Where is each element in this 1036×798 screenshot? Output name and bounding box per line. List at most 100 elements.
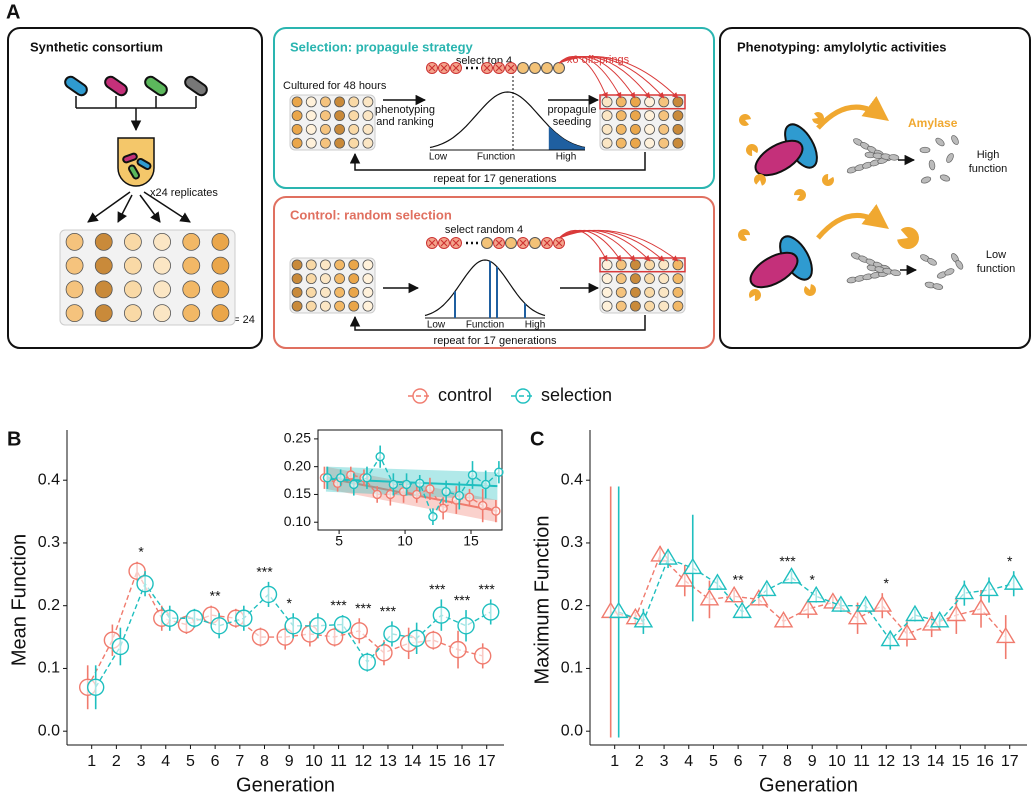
marker [757, 579, 777, 597]
cross [440, 64, 448, 72]
culture [541, 62, 553, 74]
enzyme [897, 227, 919, 249]
well [362, 286, 374, 298]
seeded-row [599, 94, 686, 110]
caption: Low [429, 152, 448, 163]
starch [927, 258, 937, 266]
sugar [935, 137, 945, 147]
marker [467, 470, 478, 480]
well [334, 96, 345, 108]
well [94, 256, 113, 275]
plate [599, 257, 686, 314]
well [211, 232, 230, 251]
x-tick-label: 15 [951, 753, 969, 770]
well [615, 137, 627, 149]
well [348, 300, 360, 312]
x-tick-label: 15 [428, 753, 446, 770]
well [211, 280, 230, 299]
x-tick-label: 3 [137, 753, 146, 770]
plate [599, 94, 686, 151]
well [672, 137, 684, 149]
well [334, 137, 345, 149]
x-tick-label: 3 [660, 753, 669, 770]
marker [798, 598, 818, 615]
well [65, 232, 84, 251]
box [273, 27, 715, 189]
marker [480, 479, 491, 490]
x-tick-label: 4 [684, 753, 693, 770]
x-tick-label: 16 [976, 753, 994, 770]
marker [946, 604, 967, 622]
caption: seeding [553, 116, 592, 128]
well [320, 123, 331, 135]
marker [235, 609, 253, 627]
cross [452, 64, 460, 72]
well [291, 300, 303, 312]
marker [971, 598, 991, 615]
seeding-arrow [558, 229, 636, 262]
well [601, 273, 613, 285]
well [615, 123, 627, 135]
well [348, 259, 360, 271]
well [211, 256, 230, 275]
marker [872, 595, 893, 612]
caption: select random 4 [445, 224, 523, 236]
well [305, 286, 317, 298]
well [672, 96, 684, 108]
x-tick-label: 8 [783, 753, 792, 770]
x-axis-title: Generation [236, 774, 335, 796]
marker [349, 479, 359, 490]
legend-marker [515, 388, 531, 404]
distribution [424, 259, 546, 317]
well [291, 286, 303, 298]
well [362, 273, 374, 285]
y-tick-label: 0.10 [284, 513, 311, 529]
marker [855, 595, 876, 612]
well [305, 273, 317, 285]
x-tick-label: 14 [927, 753, 945, 770]
marker [482, 603, 500, 621]
enzyme [739, 114, 751, 126]
cross [555, 239, 563, 247]
y-tick-label: 0.15 [284, 485, 311, 501]
enzyme [794, 189, 806, 201]
well [630, 110, 641, 122]
well [334, 110, 345, 122]
legend-label: selection [541, 385, 612, 405]
well [672, 286, 684, 298]
marker [284, 617, 302, 635]
marker [1003, 573, 1024, 590]
well [615, 110, 627, 122]
seeding-arrow [558, 229, 608, 262]
cross [428, 64, 436, 72]
well [348, 137, 360, 149]
well [320, 110, 331, 122]
significance: * [1007, 553, 1013, 569]
marker [633, 611, 654, 628]
seeded-row [599, 257, 686, 273]
plate [289, 94, 376, 151]
marker [309, 617, 327, 635]
y-tick-label: 0.4 [561, 471, 583, 488]
well [305, 300, 317, 312]
well [291, 259, 303, 271]
well [644, 286, 655, 298]
well [615, 286, 627, 298]
well [630, 259, 641, 271]
significance: *** [454, 592, 471, 608]
tube [117, 137, 155, 187]
well [658, 300, 670, 312]
well [291, 110, 303, 122]
box [719, 27, 1031, 349]
well [630, 273, 641, 285]
y-tick-label: 0.3 [561, 534, 583, 551]
caption: Low [986, 249, 1006, 261]
marker [251, 628, 270, 646]
significance: *** [429, 581, 446, 597]
marker [335, 473, 346, 483]
bacterium [64, 75, 88, 97]
y-tick-label: 0.2 [561, 597, 583, 614]
culture [553, 62, 565, 74]
well [630, 300, 641, 312]
y-axis-title: Mean Function [8, 534, 30, 666]
